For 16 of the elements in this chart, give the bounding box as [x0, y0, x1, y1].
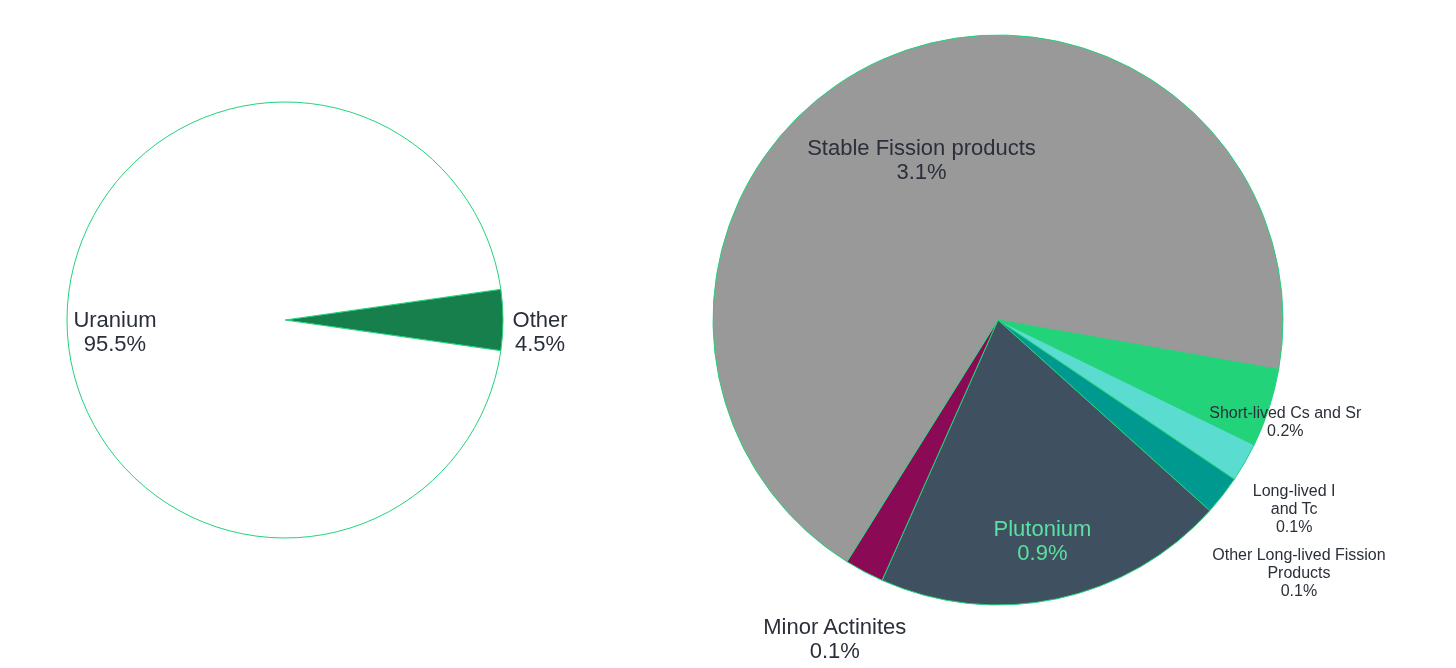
slice-label: Uranium: [73, 307, 157, 332]
data-label: 0.1%: [1275, 518, 1313, 535]
pie-slice: [66, 101, 502, 539]
data-label: 95.5%: [83, 331, 147, 356]
data-label: 4.5%: [514, 331, 566, 356]
slice-label: Other Long-lived Fission Products: [1212, 546, 1386, 582]
slice-label: Minor Actinites: [763, 614, 907, 639]
slice-label: Other: [512, 307, 568, 332]
data-label: 3.1%: [896, 159, 947, 185]
data-label: 0.1%: [1280, 582, 1318, 600]
slice-label: Plutonium: [993, 516, 1092, 542]
data-label: 0.9%: [1017, 540, 1068, 566]
slice-label: Long-lived I and Tc: [1252, 482, 1336, 517]
data-label: 0.2%: [1267, 422, 1304, 440]
data-label: 0.1%: [809, 638, 860, 663]
slice-label: Stable Fission products: [807, 135, 1036, 161]
